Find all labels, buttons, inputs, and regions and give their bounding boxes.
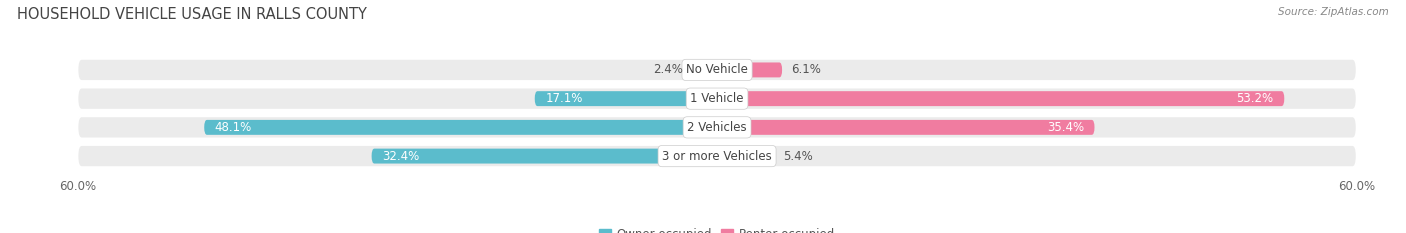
Text: 3 or more Vehicles: 3 or more Vehicles xyxy=(662,150,772,163)
FancyBboxPatch shape xyxy=(77,87,1357,110)
FancyBboxPatch shape xyxy=(371,149,717,164)
Text: 2 Vehicles: 2 Vehicles xyxy=(688,121,747,134)
Text: Source: ZipAtlas.com: Source: ZipAtlas.com xyxy=(1278,7,1389,17)
Text: 32.4%: 32.4% xyxy=(382,150,419,163)
Text: 1 Vehicle: 1 Vehicle xyxy=(690,92,744,105)
FancyBboxPatch shape xyxy=(717,91,1284,106)
FancyBboxPatch shape xyxy=(717,62,782,77)
Text: 17.1%: 17.1% xyxy=(546,92,582,105)
Legend: Owner-occupied, Renter-occupied: Owner-occupied, Renter-occupied xyxy=(593,223,841,233)
FancyBboxPatch shape xyxy=(717,120,1094,135)
Text: No Vehicle: No Vehicle xyxy=(686,63,748,76)
Text: 48.1%: 48.1% xyxy=(215,121,252,134)
Text: 2.4%: 2.4% xyxy=(652,63,683,76)
FancyBboxPatch shape xyxy=(204,120,717,135)
Text: 6.1%: 6.1% xyxy=(790,63,821,76)
FancyBboxPatch shape xyxy=(77,145,1357,167)
Text: HOUSEHOLD VEHICLE USAGE IN RALLS COUNTY: HOUSEHOLD VEHICLE USAGE IN RALLS COUNTY xyxy=(17,7,367,22)
FancyBboxPatch shape xyxy=(77,116,1357,139)
Text: 35.4%: 35.4% xyxy=(1046,121,1084,134)
FancyBboxPatch shape xyxy=(534,91,717,106)
FancyBboxPatch shape xyxy=(692,62,717,77)
FancyBboxPatch shape xyxy=(717,149,775,164)
Text: 53.2%: 53.2% xyxy=(1236,92,1274,105)
Text: 5.4%: 5.4% xyxy=(783,150,813,163)
FancyBboxPatch shape xyxy=(77,59,1357,81)
